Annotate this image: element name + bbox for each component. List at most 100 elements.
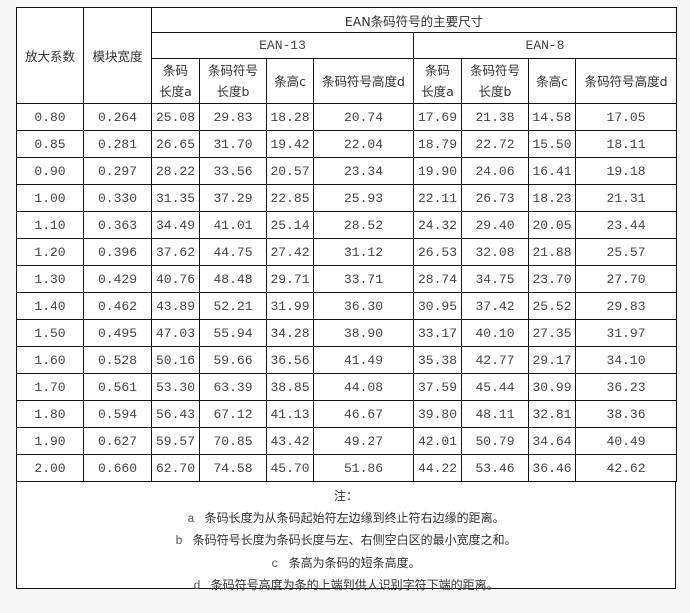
table-cell: 0.561: [83, 373, 152, 401]
table-cell: 0.396: [83, 238, 152, 266]
table-cell: 18.23: [528, 184, 576, 212]
table-cell: 49.27: [313, 427, 414, 455]
table-cell: 25.93: [313, 184, 414, 212]
table-cell: 0.627: [83, 427, 152, 455]
table-row: 1.80 0.594 56.43 67.12 41.13 46.67 39.80 48.11 3…: [16, 400, 678, 428]
table-cell: 33.17: [413, 319, 462, 347]
subheader-line1: 条高c: [274, 73, 306, 89]
subheader-3: 条码符号高度d: [313, 58, 414, 104]
subheader-line1: 条码: [424, 63, 450, 78]
note-item: c 条高为条码的短条高度。: [17, 553, 675, 576]
notes-section: 注： a 条码长度为从条码起始符左边缘到终止符右边缘的距离。 b 条码符号长度为条码长…: [16, 482, 676, 593]
table-cell: 21.88: [528, 238, 576, 266]
table-cell: 14.58: [528, 103, 576, 131]
table-cell: 19.42: [266, 130, 314, 158]
table-cell: 34.49: [151, 211, 200, 239]
table-cell: 48.48: [199, 265, 267, 293]
note-key: d: [193, 579, 201, 593]
table-cell: 28.52: [313, 211, 414, 239]
note-item: a 条码长度为从条码起始符左边缘到终止符右边缘的距离。: [17, 508, 675, 531]
table-cell: 38.85: [266, 373, 314, 401]
table-row: 1.70 0.561 53.30 63.39 38.85 44.08 37.59 45.44 3…: [16, 373, 678, 401]
table-row: 1.20 0.396 37.62 44.75 27.42 31.12 26.53 32.08 2…: [16, 238, 678, 266]
table-cell: 0.528: [83, 346, 152, 374]
table-cell: 31.97: [574, 319, 678, 347]
subheader-line1: 条码符号: [207, 63, 258, 78]
table-cell: 1.70: [16, 373, 84, 401]
subheader-line1: 条码符号: [469, 63, 520, 78]
table-cell: 1.10: [16, 211, 84, 239]
table-cell: 52.21: [199, 292, 267, 320]
note-key: c: [271, 556, 279, 571]
notes-title: 注：: [333, 489, 358, 503]
table-cell: 51.86: [313, 454, 414, 482]
table-cell: 36.30: [313, 292, 414, 320]
table-cell: 29.83: [574, 292, 678, 320]
table-cell: 31.12: [313, 238, 414, 266]
table-cell: 18.11: [574, 130, 678, 158]
table-cell: 23.34: [313, 157, 414, 185]
table-cell: 41.49: [313, 346, 414, 374]
table-row: 1.30 0.429 40.76 48.48 29.71 33.71 28.74 34.75 2…: [16, 265, 678, 293]
table-cell: 44.75: [199, 238, 267, 266]
subheader-5: 条码符号 长度b: [461, 58, 529, 104]
table-cell: 0.363: [83, 211, 152, 239]
table-cell: 30.99: [528, 373, 576, 401]
table-cell: 50.16: [151, 346, 200, 374]
table-cell: 1.00: [16, 184, 84, 212]
table-cell: 21.38: [461, 103, 529, 131]
table-row: 1.90 0.627 59.57 70.85 43.42 49.27 42.01 50.79 3…: [16, 427, 678, 455]
table-cell: 19.90: [413, 157, 462, 185]
table-cell: 22.11: [413, 184, 462, 212]
table-cell: 31.70: [199, 130, 267, 158]
table-cell: 70.85: [199, 427, 267, 455]
table-cell: 48.11: [461, 400, 529, 428]
table-cell: 0.330: [83, 184, 152, 212]
table-cell: 0.594: [83, 400, 152, 428]
table-cell: 27.35: [528, 319, 576, 347]
table-cell: 40.10: [461, 319, 529, 347]
table-row: 1.50 0.495 47.03 55.94 34.28 38.90 33.17 40.10 2…: [16, 319, 678, 347]
subheader-2: 条高c: [266, 58, 314, 104]
note-text: 条码符号长度为条码长度与左、右侧空白区的最小宽度之和。: [192, 533, 517, 547]
table-row: 1.10 0.363 34.49 41.01 25.14 28.52 24.32 29.40 2…: [16, 211, 678, 239]
subheader-1: 条码符号 长度b: [199, 58, 267, 104]
subheader-line1: 条码: [162, 63, 188, 78]
table-cell: 17.69: [413, 103, 462, 131]
table-cell: 44.08: [313, 373, 414, 401]
table-cell: 36.46: [528, 454, 576, 482]
table-cell: 25.14: [266, 211, 314, 239]
table-cell: 28.74: [413, 265, 462, 293]
table-row: 0.80 0.264 25.08 29.83 18.28 20.74 17.69 21.38 1…: [16, 103, 678, 131]
table-cell: 30.95: [413, 292, 462, 320]
table-cell: 32.08: [461, 238, 529, 266]
table-cell: 34.28: [266, 319, 314, 347]
table-cell: 0.462: [83, 292, 152, 320]
table-cell: 36.56: [266, 346, 314, 374]
table-cell: 0.429: [83, 265, 152, 293]
table-cell: 0.495: [83, 319, 152, 347]
table-cell: 18.28: [266, 103, 314, 131]
note-item: d 条码符号高度为条的上端到供人识别字符下端的距离。: [17, 575, 675, 598]
table-cell: 17.05: [574, 103, 678, 131]
table-cell: 36.23: [574, 373, 678, 401]
subheader-line1: 条高c: [536, 73, 568, 89]
table-cell: 0.80: [16, 103, 84, 131]
table-cell: 41.13: [266, 400, 314, 428]
table-cell: 2.00: [16, 454, 84, 482]
table-cell: 22.72: [461, 130, 529, 158]
table-cell: 34.10: [574, 346, 678, 374]
table-cell: 42.62: [574, 454, 678, 482]
subheader-0: 条码 长度a: [151, 58, 200, 104]
table-cell: 15.50: [528, 130, 576, 158]
table-row: 0.85 0.281 26.65 31.70 19.42 22.04 18.79 22.72 1…: [16, 130, 678, 158]
note-text: 条码符号高度为条的上端到供人识别字符下端的距离。: [210, 578, 499, 592]
table-cell: 53.46: [461, 454, 529, 482]
table-cell: 25.08: [151, 103, 200, 131]
header-magnification: 放大系数: [16, 7, 84, 104]
table-cell: 29.71: [266, 265, 314, 293]
table-cell: 44.22: [413, 454, 462, 482]
ean-dimensions-table-container: 放大系数 模块宽度 EAN条码符号的主要尺寸 EAN-13 EAN-8 条码 长度…: [16, 7, 678, 593]
table-cell: 26.65: [151, 130, 200, 158]
table-cell: 45.70: [266, 454, 314, 482]
